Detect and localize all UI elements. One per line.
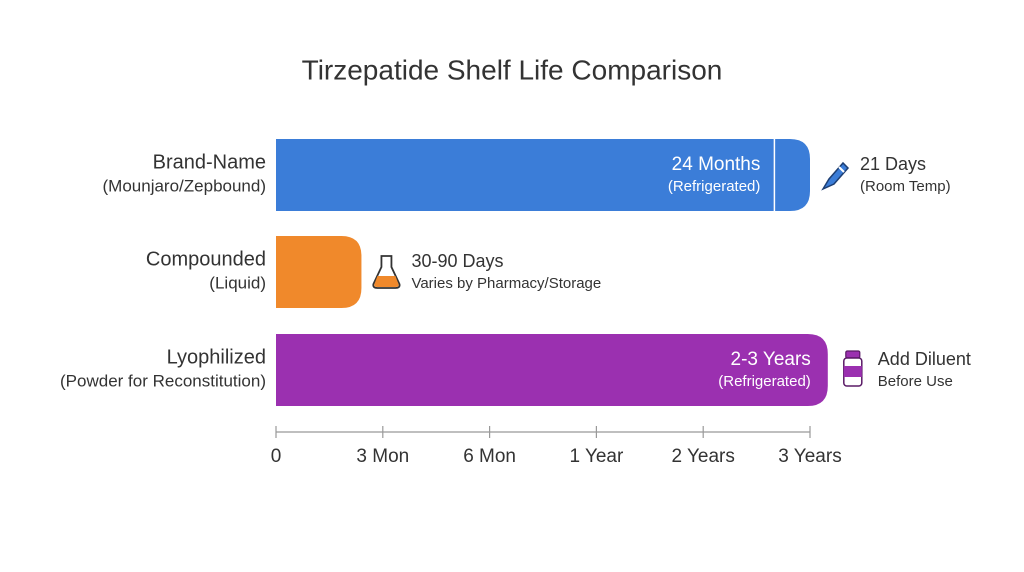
category-note: (Liquid) [209, 273, 266, 292]
category-label: Brand-Name [153, 151, 266, 173]
side-note-sub: Before Use [878, 373, 953, 390]
icon [821, 161, 850, 191]
side-note: 21 Days [860, 154, 926, 174]
side-note: 30-90 Days [411, 251, 503, 271]
bar [276, 334, 828, 406]
pen-band [838, 166, 845, 173]
chart-title: Tirzepatide Shelf Life Comparison [302, 54, 723, 85]
bar-label: 2-3 Years [731, 349, 811, 370]
bar-label: 24 Months [672, 154, 761, 175]
bar [276, 139, 810, 211]
x-tick-label: 0 [271, 446, 282, 467]
vial-label [843, 366, 862, 377]
bar-sublabel: (Refrigerated) [718, 373, 811, 390]
bar-sublabel: (Refrigerated) [668, 178, 761, 195]
side-note-sub: Varies by Pharmacy/Storage [411, 275, 601, 292]
bar [276, 236, 362, 308]
x-tick-label: 3 Years [778, 446, 841, 467]
x-tick-label: 3 Mon [356, 446, 409, 467]
category-label: Lyophilized [167, 346, 266, 368]
vial-cap [845, 350, 861, 359]
x-tick-label: 6 Mon [463, 446, 516, 467]
flask-liquid [374, 276, 399, 287]
side-note-sub: (Room Temp) [860, 178, 951, 195]
side-note: Add Diluent [878, 349, 971, 369]
category-note: (Powder for Reconstitution) [60, 371, 266, 390]
icon [843, 350, 863, 387]
x-tick-label: 1 Year [569, 446, 624, 467]
x-tick-label: 2 Years [671, 446, 734, 467]
category-note: (Mounjaro/Zepbound) [103, 176, 266, 195]
icon [372, 255, 401, 289]
category-label: Compounded [146, 248, 266, 270]
